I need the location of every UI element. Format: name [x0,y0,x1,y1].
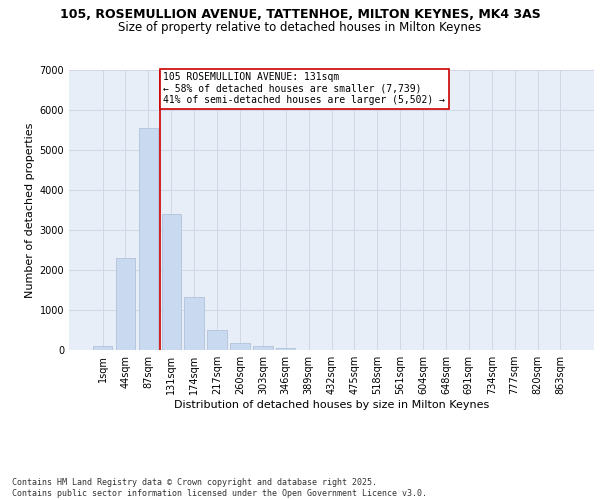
X-axis label: Distribution of detached houses by size in Milton Keynes: Distribution of detached houses by size … [174,400,489,410]
Bar [139,128,158,350]
Bar [116,258,135,350]
Text: 105, ROSEMULLION AVENUE, TATTENHOE, MILTON KEYNES, MK4 3AS: 105, ROSEMULLION AVENUE, TATTENHOE, MILT… [59,8,541,20]
Text: Contains HM Land Registry data © Crown copyright and database right 2025.
Contai: Contains HM Land Registry data © Crown c… [12,478,427,498]
Bar [230,342,250,350]
Bar [276,348,295,350]
Bar [253,346,272,350]
Text: Size of property relative to detached houses in Milton Keynes: Size of property relative to detached ho… [118,21,482,34]
Bar [161,214,181,350]
Y-axis label: Number of detached properties: Number of detached properties [25,122,35,298]
Bar [208,330,227,350]
Text: 105 ROSEMULLION AVENUE: 131sqm
← 58% of detached houses are smaller (7,739)
41% : 105 ROSEMULLION AVENUE: 131sqm ← 58% of … [163,72,445,105]
Bar [93,346,112,350]
Bar [184,297,204,350]
